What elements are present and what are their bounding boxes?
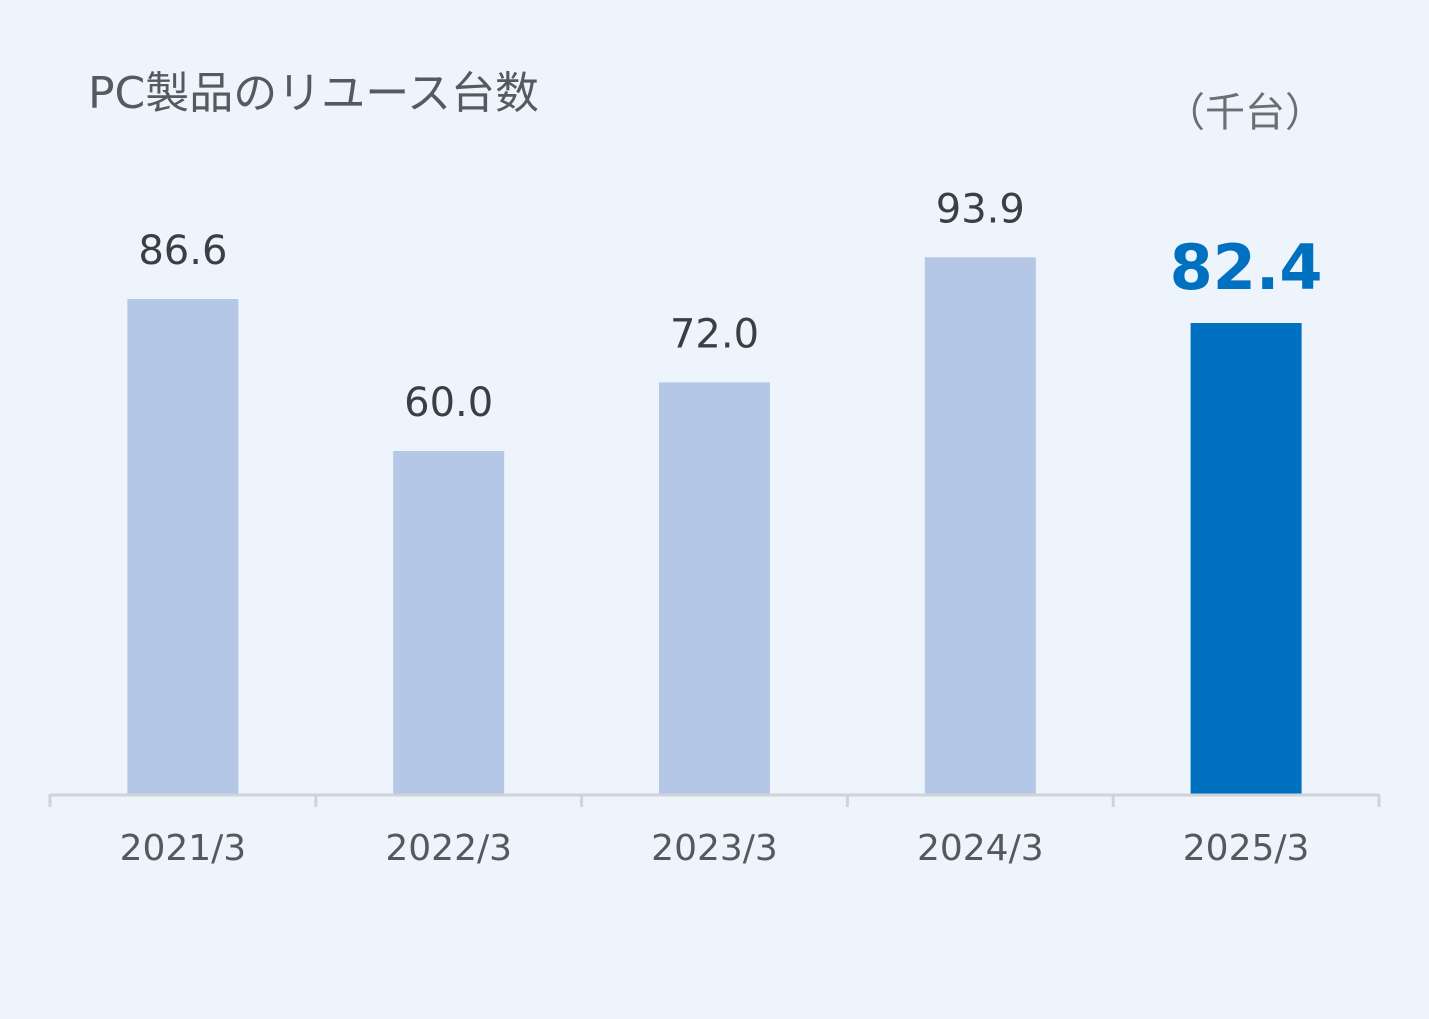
bar-2025-3: [1190, 323, 1302, 794]
value-label-2021-3: 86.6: [138, 228, 227, 274]
bars-group: [127, 257, 1302, 794]
labels-group: 86.6 2021/3 60.0 2022/3 72.0 2023/3 93.9 2024/3…: [120, 186, 1323, 869]
x-tick-label-2022-3: 2022/3: [385, 828, 512, 869]
x-tick-label-2021-3: 2021/3: [120, 828, 247, 869]
value-label-2024-3: 93.9: [936, 186, 1025, 232]
x-axis: [48, 793, 1381, 807]
value-label-2023-3: 72.0: [670, 311, 759, 357]
chart-title: PC製品のリユース台数: [88, 68, 539, 119]
bar-2023-3: [659, 382, 770, 794]
value-label-2025-3: 82.4: [1170, 231, 1323, 304]
value-label-2022-3: 60.0: [404, 380, 493, 426]
bar-2022-3: [393, 451, 505, 794]
bar-2021-3: [127, 299, 239, 794]
x-tick-label-2025-3: 2025/3: [1183, 828, 1310, 869]
x-tick-label-2024-3: 2024/3: [917, 828, 1044, 869]
x-tick-label-2023-3: 2023/3: [651, 828, 778, 869]
bar-2024-3: [924, 257, 1036, 794]
unit-label: （千台）: [1165, 90, 1325, 136]
